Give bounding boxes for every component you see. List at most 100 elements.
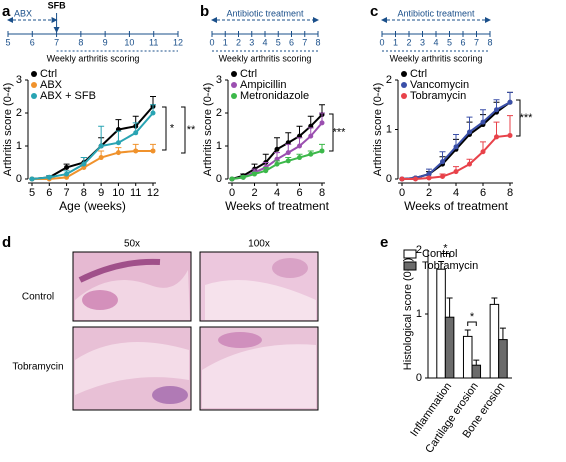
timeline-caption: Weekly arthritis scoring	[219, 53, 312, 63]
data-point	[467, 129, 472, 135]
y-tick-label: 0	[16, 173, 22, 185]
x-axis-title: Weeks of treatment	[225, 199, 329, 213]
error-bar	[98, 125, 105, 146]
x-tick-label: 6	[480, 187, 486, 199]
y-tick-label: 0	[216, 173, 222, 185]
x-tick-label: 4	[453, 187, 459, 199]
y-tick-label: 3	[216, 74, 222, 86]
x-tick-label: 0	[229, 187, 235, 199]
legend-label: Ctrl	[240, 68, 257, 80]
series-line	[31, 112, 154, 180]
bar	[462, 335, 473, 379]
x-tick-label: 2	[251, 187, 257, 199]
data-point	[426, 175, 432, 181]
timeline-tick-label: 0	[379, 37, 384, 47]
timeline-tick-label: 7	[302, 37, 307, 47]
legend-marker	[401, 71, 407, 77]
timeline-tick-label: 2	[236, 37, 241, 47]
data-point	[308, 151, 314, 157]
timeline-tick-label: 5	[5, 37, 10, 47]
timeline-tick-label: 7	[54, 37, 59, 47]
data-point	[274, 146, 280, 152]
legend-marker	[231, 82, 237, 88]
timeline-tick-label: 10	[124, 37, 134, 47]
timeline-tick-label: 11	[149, 37, 158, 47]
y-tick-label: 1	[416, 308, 422, 320]
x-tick-label: 2	[426, 187, 432, 199]
data-point	[81, 161, 87, 167]
error-bar	[464, 329, 471, 337]
timeline-tick-label: 4	[262, 37, 267, 47]
legend-label: ABX + SFB	[40, 90, 96, 102]
data-point	[426, 171, 432, 177]
timeline-caption: Weekly arthritis scoring	[390, 53, 483, 63]
error-bar	[446, 297, 453, 318]
timeline-tick-label: 12	[173, 37, 183, 47]
x-tick-label: 7	[64, 187, 70, 199]
timeline-tick-label: 6	[460, 37, 465, 47]
timeline-tick-label: 8	[78, 37, 83, 47]
error-bar	[491, 297, 498, 305]
significance-bracket	[181, 106, 186, 154]
column-label: 50x	[124, 239, 140, 250]
x-tick-label: 8	[81, 187, 87, 199]
data-point	[308, 133, 314, 139]
legend-marker	[31, 93, 37, 99]
data-point	[297, 155, 302, 161]
data-point	[285, 158, 291, 164]
data-point	[507, 99, 513, 105]
data-point	[507, 132, 513, 138]
timeline-tick-label: 0	[209, 37, 214, 47]
x-tick-label: 8	[319, 187, 325, 199]
x-axis-title: Age (weeks)	[59, 199, 126, 213]
y-tick-label: 2	[16, 107, 22, 119]
x-tick-label: 9	[98, 187, 104, 199]
y-axis-title: Arthritis score (0-4)	[372, 83, 384, 177]
panel-label: c	[370, 3, 378, 20]
bar	[489, 303, 500, 379]
timeline-caption: Weekly arthritis scoring	[47, 53, 140, 63]
legend-label: Control	[422, 248, 457, 260]
timeline-arrow-label: Antibiotic treatment	[226, 8, 304, 18]
y-tick-label: 2	[216, 107, 222, 119]
histology-image	[72, 251, 192, 322]
timeline-tick-label: 2	[406, 37, 411, 47]
data-point	[133, 130, 139, 136]
y-axis-title: Arthritis score (0-4)	[2, 83, 14, 177]
x-tick-label: 12	[147, 187, 159, 199]
data-point	[263, 168, 269, 174]
y-tick-label: 0	[386, 173, 392, 185]
significance-label: ***	[520, 112, 534, 124]
timeline-tick-label: 6	[30, 37, 35, 47]
row-label: Tobramycin	[12, 362, 63, 373]
data-point	[115, 140, 121, 146]
timeline-tick-label: 8	[315, 37, 320, 47]
data-point	[229, 176, 235, 182]
histology-image	[199, 326, 319, 411]
y-axis-title: Arthritis score (0-4)	[202, 83, 214, 177]
data-point	[98, 155, 104, 161]
data-point	[453, 144, 459, 150]
data-point	[319, 148, 325, 154]
timeline-tick-label: 5	[447, 37, 452, 47]
data-point	[64, 171, 70, 177]
data-point	[285, 150, 291, 156]
y-tick-label: 2	[386, 74, 392, 86]
legend-label: Vancomycin	[410, 79, 469, 91]
error-bar	[499, 327, 506, 340]
significance-label: *	[443, 242, 448, 254]
bar	[444, 316, 455, 379]
data-point	[240, 174, 246, 180]
legend-label: Tobramycin	[410, 90, 466, 102]
data-point	[150, 110, 156, 116]
error-bar	[438, 261, 445, 270]
timeline-tick-label: 9	[103, 37, 108, 47]
timeline-tick-label: 1	[393, 37, 398, 47]
data-point	[440, 174, 445, 180]
legend-swatch	[403, 261, 417, 271]
data-point	[480, 119, 486, 125]
data-point	[29, 176, 35, 182]
data-point	[64, 164, 70, 170]
x-tick-label: 10	[112, 187, 124, 199]
